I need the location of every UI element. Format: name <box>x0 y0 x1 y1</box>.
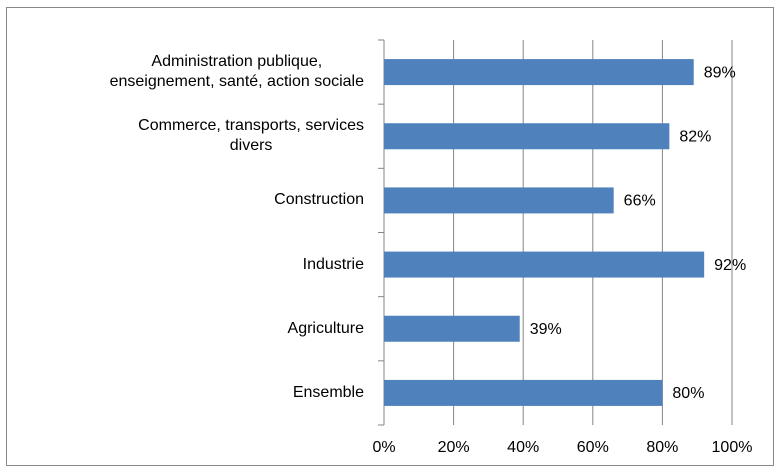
value-label: 39% <box>530 321 562 338</box>
y-tick-label: Ensemble <box>292 383 364 401</box>
bar <box>384 59 694 86</box>
bar <box>384 187 614 214</box>
y-tick-label: Agriculture <box>287 319 364 337</box>
x-tick-label: 100% <box>712 439 753 456</box>
x-tick-label: 0% <box>372 439 395 456</box>
value-label: 80% <box>672 385 704 402</box>
chart-border <box>6 7 774 466</box>
x-tick-label: 20% <box>438 439 470 456</box>
x-tick-label: 80% <box>646 439 678 456</box>
x-tick-label: 60% <box>577 439 609 456</box>
bar <box>384 251 705 278</box>
y-tick-label: Industrie <box>302 255 364 273</box>
value-label: 92% <box>714 257 746 274</box>
value-label: 66% <box>624 193 656 210</box>
bar <box>384 379 663 406</box>
y-tick-label: Commerce, transports, services divers <box>138 117 364 155</box>
y-tick-label: Administration publique, enseignement, s… <box>109 53 364 91</box>
bar <box>384 315 520 342</box>
value-label: 89% <box>704 64 736 81</box>
bar <box>384 123 670 150</box>
y-tick-label: Construction <box>274 191 364 209</box>
value-label: 82% <box>679 128 711 145</box>
x-tick-label: 40% <box>507 439 539 456</box>
